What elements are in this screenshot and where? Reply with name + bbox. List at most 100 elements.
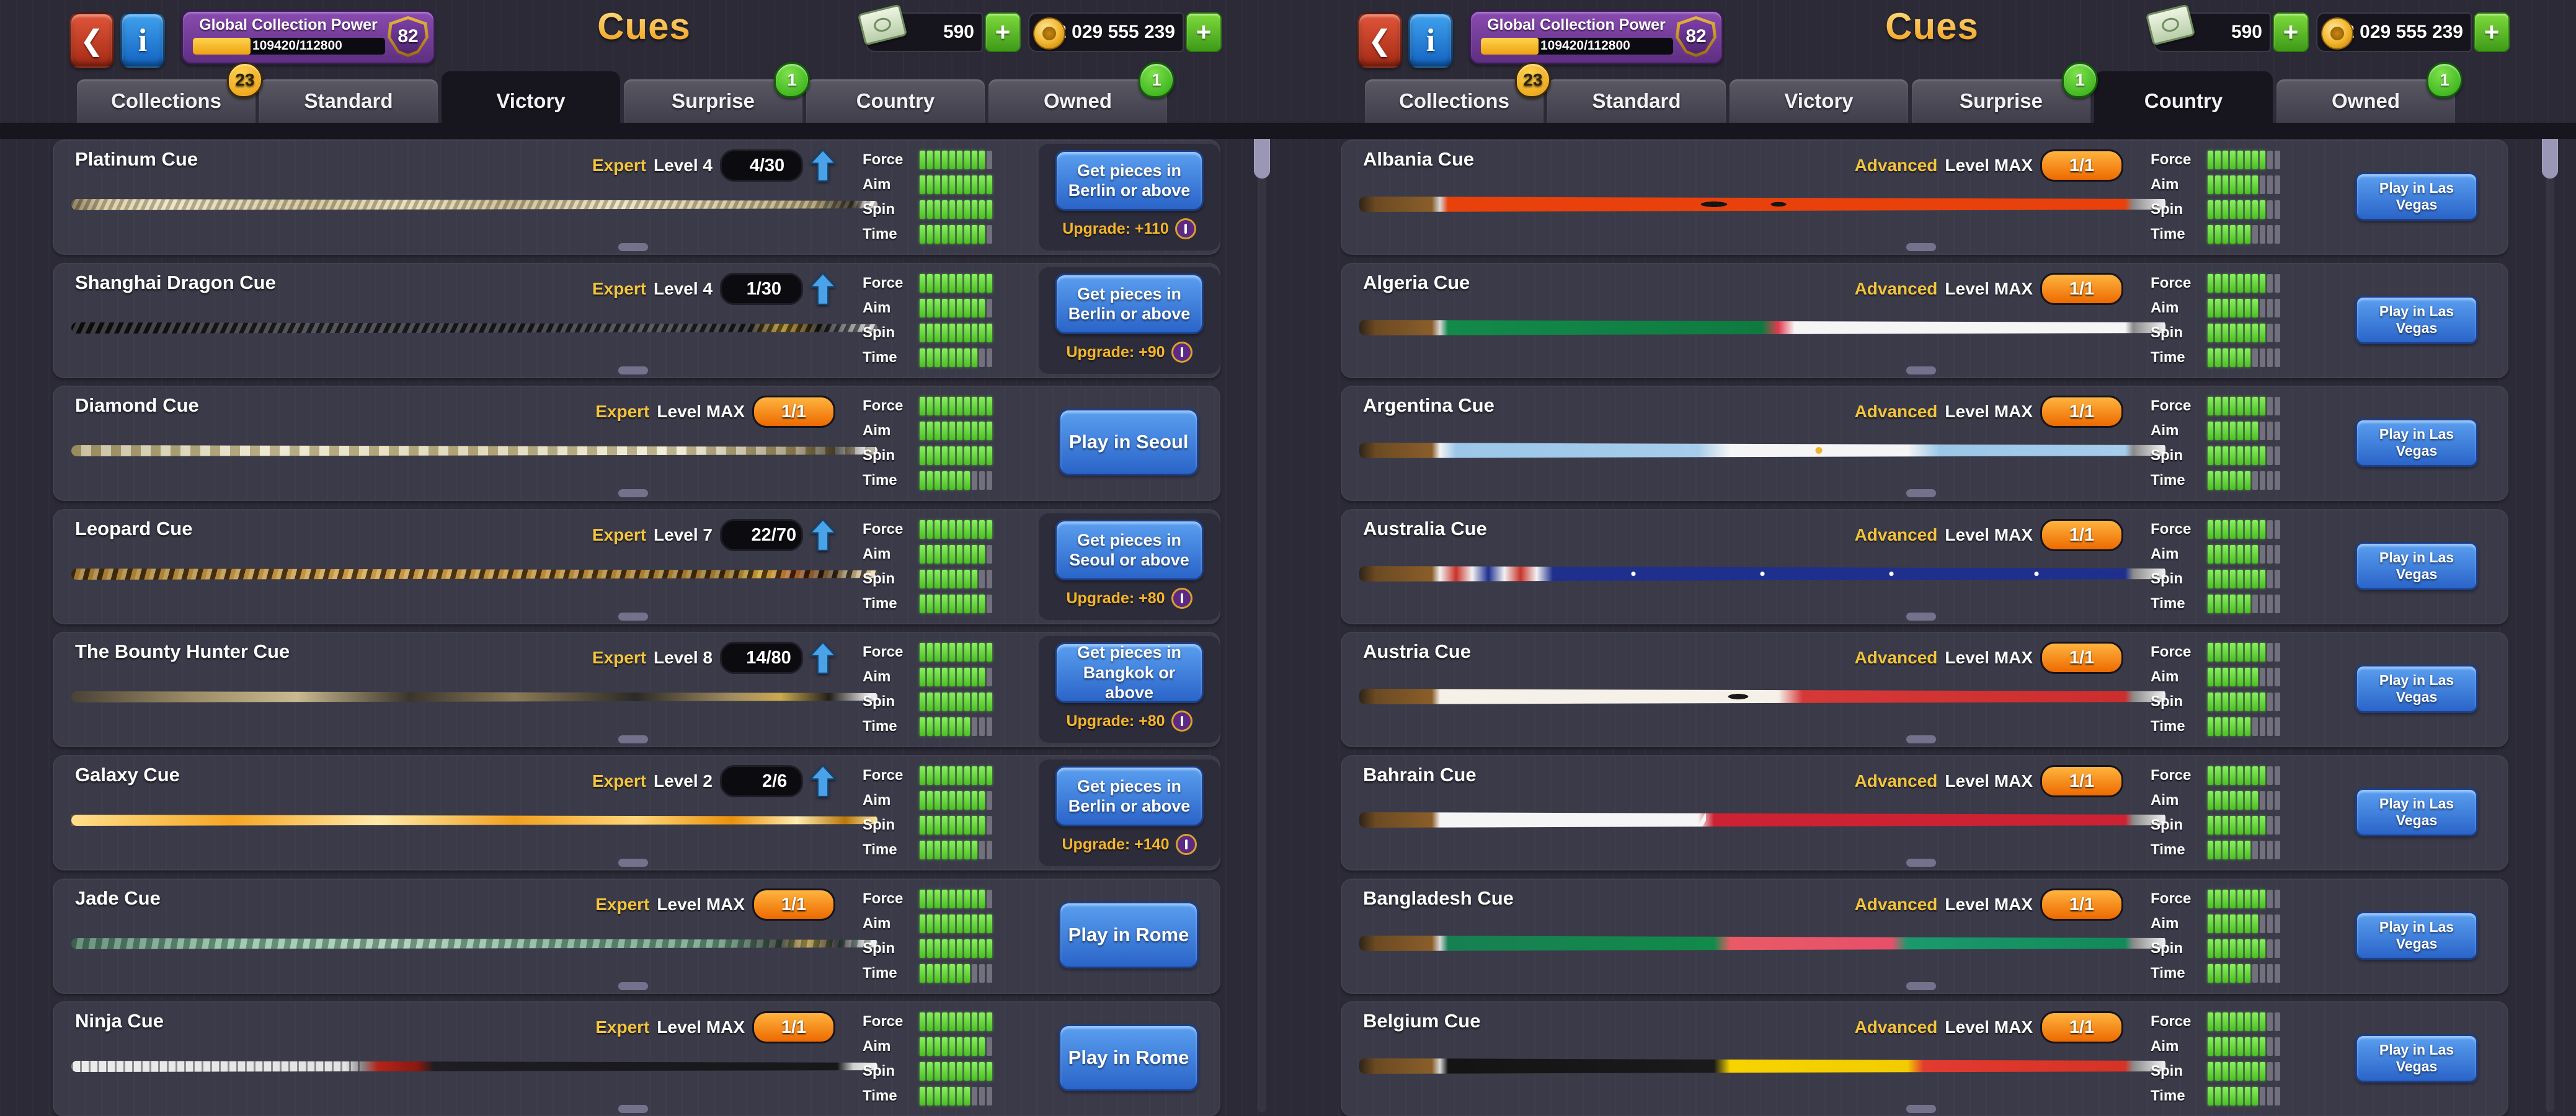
tab-collections[interactable]: Collections 23 <box>77 62 263 123</box>
info-button[interactable]: i <box>1408 12 1453 68</box>
tab-owned[interactable]: Owned 1 <box>988 62 1175 123</box>
stat-segment <box>987 1087 992 1105</box>
upgrade-line: Upgrade: +110 <box>1039 218 1220 239</box>
stat-segment <box>935 595 940 613</box>
stat-label: Time <box>2151 349 2185 366</box>
info-button[interactable]: i <box>120 12 165 68</box>
stat-segment <box>2223 348 2228 367</box>
scrollbar-track[interactable] <box>2546 126 2554 1112</box>
stat-row: Aim <box>2151 542 2312 567</box>
action-button[interactable]: Play in Las Vegas <box>2355 788 2478 836</box>
action-button[interactable]: Play in Seoul <box>1059 409 1199 476</box>
tab-surprise[interactable]: Surprise 1 <box>624 62 810 123</box>
add-cash-button[interactable]: + <box>985 12 1021 52</box>
cue-level: Level 7 <box>654 525 713 544</box>
cue-name: Belgium Cue <box>1363 1010 1481 1032</box>
action-button[interactable]: Play in Rome <box>1059 901 1199 968</box>
tab-victory[interactable]: Victory <box>442 71 620 131</box>
stat-segment <box>979 545 985 564</box>
stat-bar <box>2208 225 2280 244</box>
tab-collections[interactable]: Collections 23 <box>1365 62 1551 123</box>
stat-bar <box>920 299 992 317</box>
add-coins-button[interactable]: + <box>1186 12 1222 52</box>
back-button[interactable]: ❮ <box>69 12 114 68</box>
stat-segment <box>2237 717 2243 736</box>
stat-segment <box>2275 397 2280 415</box>
stat-segment <box>972 1037 977 1056</box>
action-button-label: Play in Las Vegas <box>2379 303 2454 336</box>
stat-segment <box>920 841 925 859</box>
global-collection-power-badge[interactable]: Global Collection Power 109420/112800 82 <box>1469 10 1723 64</box>
action-button[interactable]: Get pieces in Bangkok or above <box>1055 642 1204 703</box>
tab-owned[interactable]: Owned 1 <box>2276 62 2463 123</box>
stat-segment <box>979 151 985 169</box>
stat-segment <box>964 717 970 736</box>
action-button[interactable]: Play in Rome <box>1059 1024 1199 1091</box>
stat-row: Spin <box>2151 197 2312 222</box>
action-button[interactable]: Play in Las Vegas <box>2355 911 2478 960</box>
action-button[interactable]: Get pieces in Berlin or above <box>1055 766 1204 826</box>
tab-standard[interactable]: Standard <box>1547 79 1726 123</box>
stat-segment <box>2230 299 2236 317</box>
stat-segment <box>2215 200 2221 219</box>
stat-segment <box>949 939 955 958</box>
action-button[interactable]: Play in Las Vegas <box>2355 296 2478 344</box>
stat-segment <box>2275 693 2280 711</box>
tab-victory[interactable]: Victory <box>1730 79 1908 123</box>
action-button[interactable]: Get pieces in Seoul or above <box>1055 520 1204 580</box>
stat-row: Aim <box>863 911 1024 936</box>
stat-segment <box>957 324 962 342</box>
stat-segment <box>2237 225 2243 244</box>
stat-label: Force <box>2151 521 2192 538</box>
stat-segment <box>2260 939 2265 958</box>
level-pill: 4/30 <box>720 149 803 182</box>
tab-label: Collections <box>111 89 221 112</box>
action-button[interactable]: Play in Las Vegas <box>2355 1034 2478 1083</box>
global-collection-power-badge[interactable]: Global Collection Power 109420/112800 82 <box>181 10 435 64</box>
add-cash-button[interactable]: + <box>2273 12 2309 52</box>
stat-segment <box>2237 939 2243 958</box>
stat-row: Aim <box>863 296 1024 321</box>
action-button[interactable]: Play in Las Vegas <box>2355 172 2478 221</box>
action-button[interactable]: Get pieces in Berlin or above <box>1055 150 1204 211</box>
stat-segment <box>2230 324 2236 342</box>
scrollbar-track[interactable] <box>1258 126 1266 1112</box>
add-coins-button[interactable]: + <box>2474 12 2510 52</box>
stat-row: Spin <box>863 689 1024 714</box>
action-button[interactable]: Get pieces in Berlin or above <box>1055 273 1204 334</box>
stat-segment <box>2252 1012 2258 1031</box>
tab-country[interactable]: Country <box>2094 71 2273 131</box>
stat-segment <box>987 841 992 859</box>
back-button[interactable]: ❮ <box>1357 12 1402 68</box>
stat-segment <box>2237 914 2243 933</box>
tab-standard[interactable]: Standard <box>259 79 438 123</box>
cue-tier: Expert <box>595 895 650 914</box>
action-button[interactable]: Play in Las Vegas <box>2355 542 2478 590</box>
stat-segment <box>964 274 970 293</box>
action-button[interactable]: Play in Las Vegas <box>2355 665 2478 713</box>
gcp-progress-text: 109420/112800 <box>1540 38 1630 53</box>
stat-segment <box>2223 668 2228 686</box>
panel-victory: ❮ i Global Collection Power 109420/11280… <box>0 0 1288 1116</box>
stat-row: Time <box>863 591 1024 616</box>
stat-segment <box>935 841 940 859</box>
stat-row: Aim <box>863 172 1024 197</box>
stat-segment <box>949 200 955 219</box>
stat-segment <box>964 791 970 810</box>
tab-surprise[interactable]: Surprise 1 <box>1912 62 2098 123</box>
action-button[interactable]: Play in Las Vegas <box>2355 418 2478 467</box>
cue-level: Level MAX <box>1945 156 2033 175</box>
stat-segment <box>2267 348 2273 367</box>
tab-country[interactable]: Country <box>806 79 985 123</box>
upgrade-arrow-icon <box>811 765 835 797</box>
level-pill: 1/1 <box>752 396 835 428</box>
stat-segment <box>935 570 940 588</box>
action-subpanel: Play in Las Vegas <box>2327 144 2508 250</box>
cue-image <box>71 1061 877 1072</box>
stat-segment <box>2223 471 2228 490</box>
cash-icon <box>2145 4 2196 46</box>
stat-segment <box>2237 816 2243 835</box>
stat-segment <box>2223 890 2228 908</box>
stat-segment <box>935 964 940 983</box>
cue-image <box>71 938 877 949</box>
